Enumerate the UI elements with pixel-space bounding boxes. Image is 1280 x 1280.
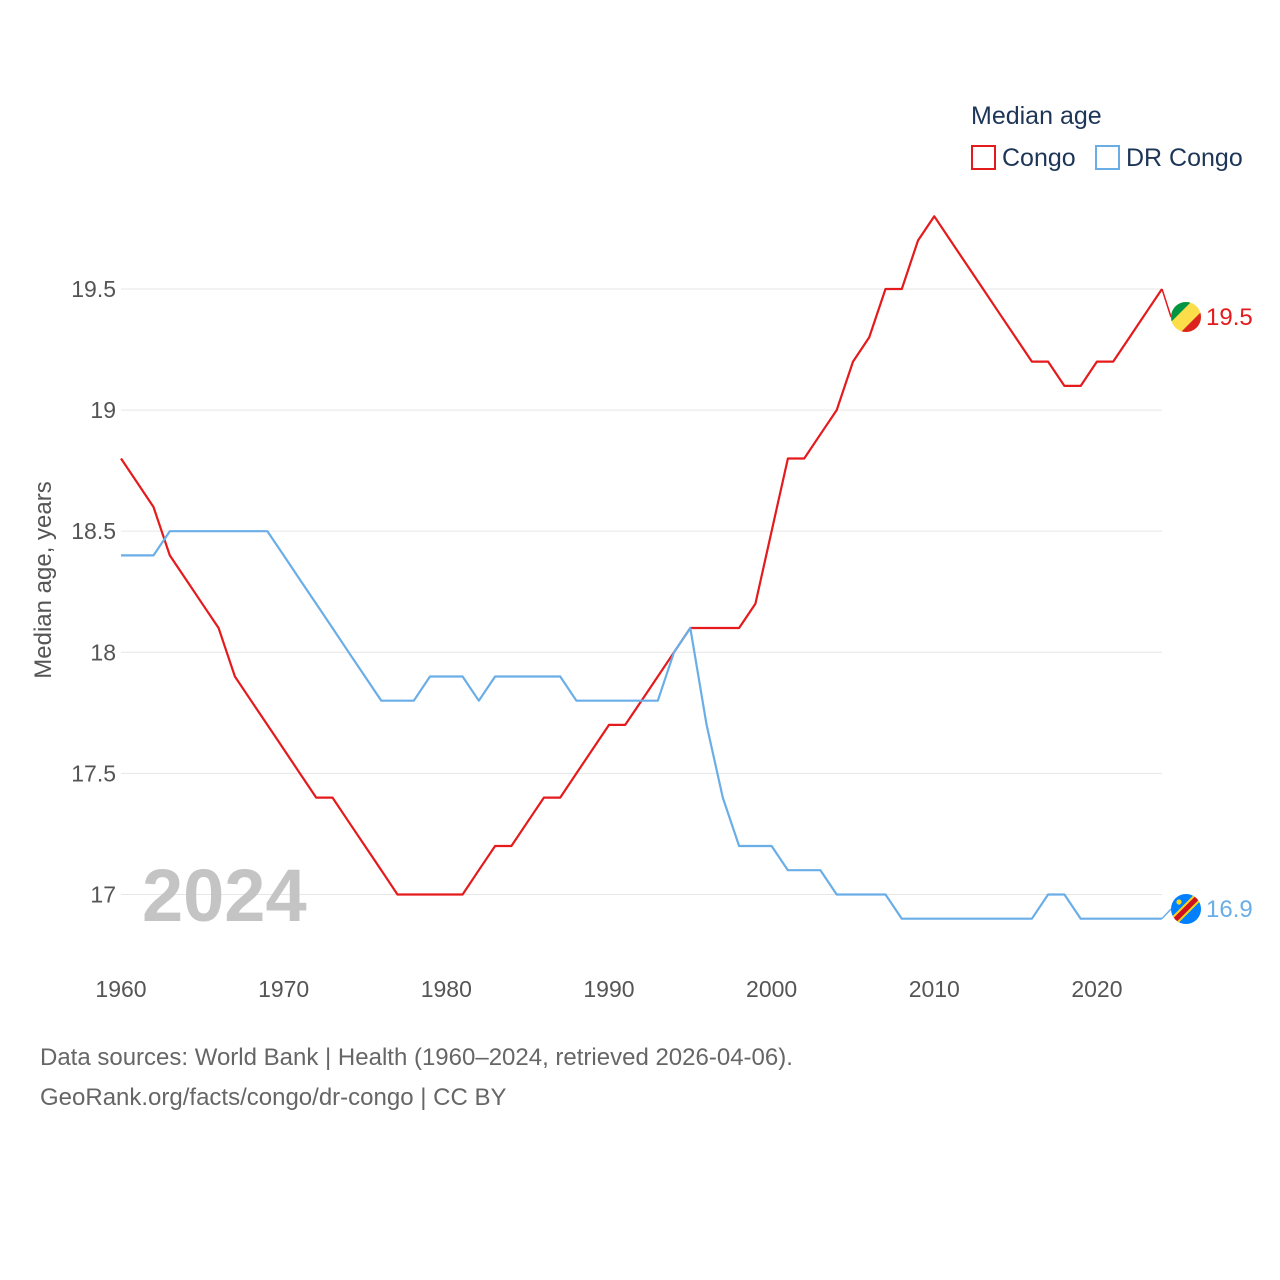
legend-swatch-dr-congo (1095, 145, 1120, 170)
flag-green-triangle (1171, 302, 1192, 323)
x-tick-label: 2020 (1071, 976, 1122, 1002)
x-tick-label: 1990 (583, 976, 634, 1002)
gridlines (121, 288, 1162, 895)
legend-label-congo: Congo (1002, 144, 1076, 172)
year-watermark: 2024 (142, 854, 307, 937)
y-tick-label: 19 (90, 397, 116, 423)
flag-icon-congo (1171, 302, 1201, 332)
end-value-label-congo: 19.5 (1206, 304, 1253, 331)
series-line-dr-congo[interactable] (121, 530, 1162, 920)
series-endpoints: 19.5 16.9 (1161, 288, 1253, 924)
legend: Median age Congo DR Congo (971, 102, 1243, 172)
y-axis-ticks: 17 17.5 18 18.5 19 19.5 (71, 276, 116, 907)
y-tick-label: 18 (90, 639, 116, 665)
flag-icon-dr-congo (1171, 894, 1201, 924)
legend-swatch-congo (971, 145, 996, 170)
x-axis-ticks: 1960 1970 1980 1990 2000 2010 2020 (95, 976, 1122, 1002)
y-tick-label: 19.5 (71, 276, 116, 302)
y-tick-label: 17 (90, 881, 116, 907)
data-source-note: Data sources: World Bank | Health (1960–… (40, 1044, 793, 1071)
y-tick-label: 18.5 (71, 518, 116, 544)
chart: 17 17.5 18 18.5 19 19.5 1960 1970 1980 1990 2000 2… (30, 102, 1253, 1002)
flag-red-triangle (1180, 311, 1201, 332)
endpoint-connector-dr-congo (1161, 908, 1172, 920)
flag-star (1176, 899, 1182, 905)
x-tick-label: 2000 (746, 976, 797, 1002)
x-tick-label: 2010 (909, 976, 960, 1002)
x-tick-label: 1970 (258, 976, 309, 1002)
x-tick-label: 1960 (95, 976, 146, 1002)
x-tick-label: 1980 (421, 976, 472, 1002)
y-tick-label: 17.5 (71, 760, 116, 786)
end-value-label-dr-congo: 16.9 (1206, 896, 1253, 923)
y-axis-title: Median age, years (30, 481, 57, 678)
series-lines (120, 215, 1163, 920)
legend-item-dr-congo[interactable]: DR Congo (1095, 144, 1243, 172)
endpoint-connector-congo (1161, 288, 1172, 318)
attribution-link[interactable]: GeoRank.org/facts/congo/dr-congo | CC BY (40, 1084, 507, 1111)
legend-title: Median age (971, 102, 1102, 130)
legend-item-congo[interactable]: Congo (971, 144, 1076, 172)
series-line-congo[interactable] (120, 215, 1163, 896)
legend-label-dr-congo: DR Congo (1126, 144, 1243, 172)
